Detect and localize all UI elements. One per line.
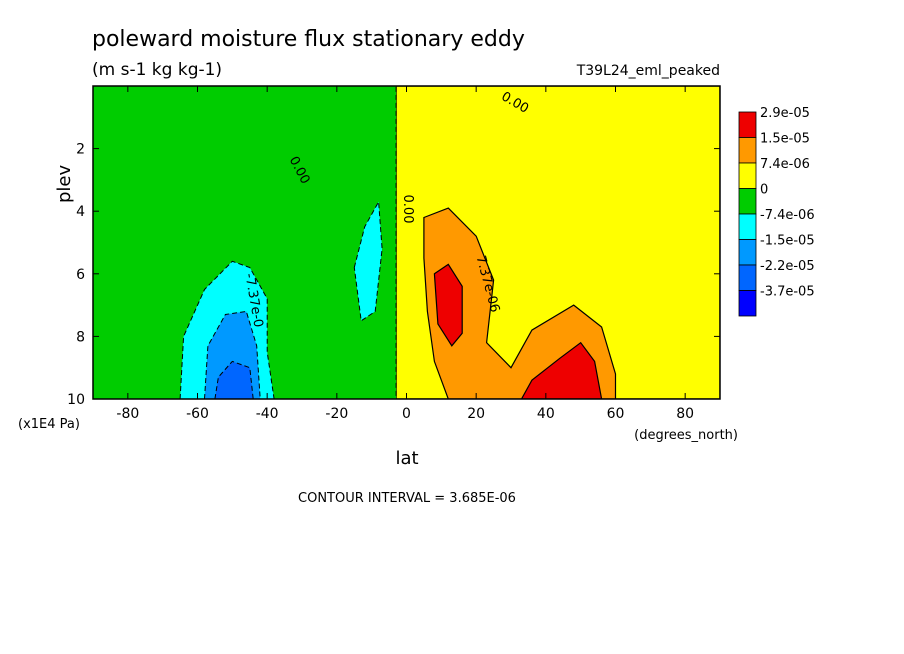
x-tick-label: 40: [537, 406, 555, 422]
y-tick-label: 8: [76, 329, 85, 345]
colorbar-swatch: [738, 264, 757, 291]
x-tick-label: -20: [325, 406, 348, 422]
colorbar-swatch: [738, 162, 757, 189]
x-tick-label: 80: [676, 406, 694, 422]
colorbar-label: 7.4e-06: [760, 157, 810, 172]
colorbar-swatch: [738, 213, 757, 240]
colorbar-swatch: [738, 290, 757, 317]
colorbar-swatch: [738, 111, 757, 138]
y-tick-label: 4: [76, 204, 85, 220]
region-nh-red-upper: [433, 263, 463, 347]
colorbar-label: -1.5e-05: [760, 234, 815, 249]
colorbar-label: -3.7e-05: [760, 285, 815, 300]
y-axis-ticks: 2 4 6 8 10: [67, 142, 720, 408]
x-tick-label: 0: [402, 406, 411, 422]
run-label: T39L24_eml_peaked: [576, 63, 720, 79]
x-axis-unit: (degrees_north): [634, 428, 738, 443]
plot-area: -80 -60 -40 -20 0 20 40 60 80 2 4 6 8 10: [67, 85, 721, 422]
colorbar: 2.9e-05 1.5e-05 7.4e-06 0 -7.4e-06 -1.5e-05 -2…: [738, 106, 815, 317]
contour-label: 0.00: [400, 195, 415, 224]
y-tick-label: 6: [76, 267, 85, 283]
x-tick-label: 20: [467, 406, 485, 422]
chart-subtitle: (m s-1 kg kg-1): [92, 60, 222, 80]
y-axis-unit: (x1E4 Pa): [18, 417, 80, 432]
colorbar-label: 0: [760, 183, 768, 198]
x-tick-label: 60: [607, 406, 625, 422]
x-tick-label: -60: [186, 406, 209, 422]
contour-regions: [93, 86, 720, 399]
y-tick-label: 10: [67, 392, 85, 408]
colorbar-label: -7.4e-06: [760, 208, 815, 223]
colorbar-label: -2.2e-05: [760, 259, 815, 274]
x-axis-label: lat: [395, 448, 418, 469]
contour-interval-text: CONTOUR INTERVAL = 3.685E-06: [298, 491, 516, 506]
colorbar-swatch: [738, 137, 757, 164]
region-nh-orange: [423, 207, 617, 399]
colorbar-swatch: [738, 188, 757, 215]
colorbar-swatch: [738, 239, 757, 266]
x-tick-label: -40: [256, 406, 279, 422]
region-sh-darkblue-core: [214, 360, 254, 399]
x-axis-ticks: -80 -60 -40 -20 0 20 40 60 80: [116, 86, 694, 422]
region-sh-cyan-small: [353, 200, 383, 322]
colorbar-label: 2.9e-05: [760, 106, 810, 121]
x-tick-label: -80: [116, 406, 139, 422]
y-axis-label: plev: [54, 164, 75, 203]
chart-title: poleward moisture flux stationary eddy: [92, 27, 525, 52]
region-nh-red-lower: [520, 341, 603, 399]
region-negative-green: [93, 86, 397, 399]
y-tick-label: 2: [76, 142, 85, 158]
colorbar-label: 1.5e-05: [760, 132, 810, 147]
